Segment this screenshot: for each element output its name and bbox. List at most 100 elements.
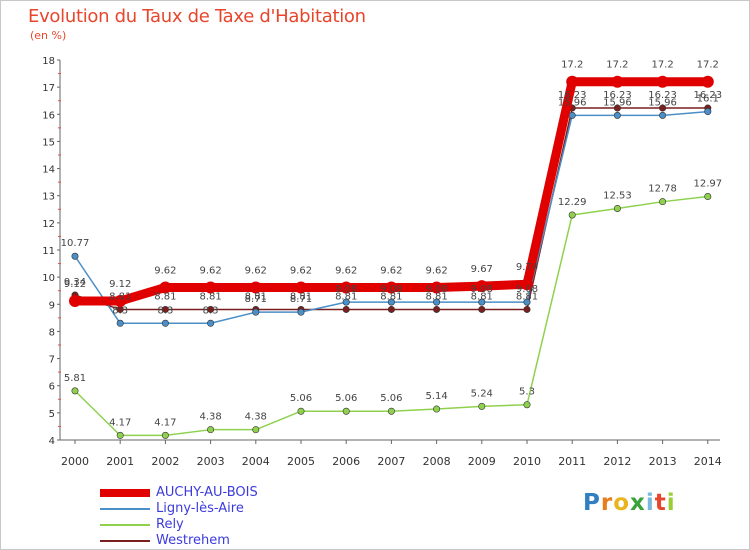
data-point <box>116 319 124 327</box>
data-point <box>611 75 624 88</box>
data-label: 9.08 <box>425 284 447 295</box>
data-point <box>116 431 124 439</box>
data-point <box>385 281 398 294</box>
data-label: 17.2 <box>651 60 673 71</box>
logo-letter: x <box>630 490 646 516</box>
data-point <box>704 193 712 201</box>
data-label: 5.14 <box>425 391 447 402</box>
chart-title: Evolution du Taux de Taxe d'Habitation <box>28 6 366 27</box>
data-label: 9.08 <box>516 284 538 295</box>
data-label: 4.17 <box>154 417 176 428</box>
x-tick-label: 2006 <box>332 455 360 468</box>
data-label: 9.67 <box>471 264 493 275</box>
data-label: 9.62 <box>154 265 176 276</box>
data-label: 8.81 <box>290 291 312 302</box>
data-label: 12.78 <box>648 184 677 195</box>
data-label: 16.23 <box>693 90 722 101</box>
data-label: 5.06 <box>380 393 402 404</box>
data-point <box>207 426 215 434</box>
data-label: 17.2 <box>697 60 719 71</box>
data-point <box>523 298 531 306</box>
data-point <box>701 75 714 88</box>
data-point <box>433 305 441 313</box>
data-point <box>342 407 350 415</box>
data-point <box>430 281 443 294</box>
data-label: 12.97 <box>693 179 722 190</box>
y-tick-label: 5 <box>49 409 55 420</box>
logo-letter: i <box>645 490 655 516</box>
y-tick-label: 18 <box>42 56 55 67</box>
logo-letter: r <box>600 490 614 516</box>
data-label: 5.06 <box>335 393 357 404</box>
data-point <box>71 252 79 260</box>
data-point <box>613 204 621 212</box>
x-tick-label: 2011 <box>558 455 586 468</box>
data-label: 8.81 <box>245 291 267 302</box>
data-point <box>342 298 350 306</box>
data-label: 12.29 <box>558 197 587 208</box>
x-tick-label: 2004 <box>242 455 270 468</box>
data-label: 9.08 <box>471 284 493 295</box>
data-point <box>161 305 169 313</box>
data-label: 9.12 <box>64 279 86 290</box>
y-tick-label: 12 <box>42 219 55 230</box>
data-point <box>387 305 395 313</box>
x-tick-label: 2002 <box>151 455 179 468</box>
data-label: 9.34 <box>64 277 86 288</box>
data-label: 9.74 <box>516 262 538 273</box>
data-point <box>69 295 81 308</box>
data-point <box>387 407 395 415</box>
data-point <box>295 281 307 294</box>
logo-letter: t <box>654 490 667 516</box>
data-label: 9.62 <box>290 265 312 276</box>
data-label: 8.81 <box>471 291 493 302</box>
data-point <box>433 405 441 413</box>
data-label: 5.81 <box>64 373 86 384</box>
data-point <box>656 75 669 88</box>
data-label: 9.62 <box>245 265 267 276</box>
x-tick-label: 2008 <box>423 455 451 468</box>
data-label: 10.77 <box>61 238 90 249</box>
x-tick-label: 2003 <box>197 455 225 468</box>
data-point <box>159 281 172 294</box>
data-point <box>568 211 576 219</box>
data-point <box>566 75 579 88</box>
y-tick-label: 17 <box>42 83 55 94</box>
data-label: 12.53 <box>603 190 632 201</box>
y-tick-label: 9 <box>49 300 55 311</box>
data-point <box>613 104 621 112</box>
data-label: 8.81 <box>335 291 357 302</box>
data-point <box>613 111 621 119</box>
data-label: 15.96 <box>603 97 632 108</box>
data-point <box>297 308 305 316</box>
y-tick-label: 16 <box>42 110 55 121</box>
data-point <box>71 387 79 395</box>
y-tick-label: 4 <box>49 436 55 447</box>
y-tick-label: 11 <box>42 246 55 257</box>
data-label: 8.3 <box>157 305 173 316</box>
legend-swatch-westrehem <box>100 540 150 542</box>
data-label: 8.81 <box>199 291 221 302</box>
data-label: 9.62 <box>335 265 357 276</box>
legend-swatch-auchy <box>100 489 150 497</box>
data-label: 8.81 <box>425 291 447 302</box>
data-point <box>523 401 531 409</box>
data-point <box>249 281 262 294</box>
data-label: 8.81 <box>380 291 402 302</box>
data-label: 9.62 <box>425 265 447 276</box>
data-label: 8.71 <box>290 294 312 305</box>
data-point <box>659 111 667 119</box>
data-point <box>297 407 305 415</box>
data-point <box>475 280 488 293</box>
data-point <box>523 305 531 313</box>
data-label: 8.81 <box>516 291 538 302</box>
data-label: 9.62 <box>380 265 402 276</box>
data-point <box>252 308 260 316</box>
logo-letter: o <box>613 490 631 516</box>
x-tick-label: 2012 <box>603 455 631 468</box>
legend-swatch-ligny <box>100 508 150 510</box>
x-tick-label: 2005 <box>287 455 315 468</box>
data-label: 8.81 <box>109 291 131 302</box>
data-label: 16.23 <box>603 90 632 101</box>
y-tick-label: 7 <box>49 355 55 366</box>
